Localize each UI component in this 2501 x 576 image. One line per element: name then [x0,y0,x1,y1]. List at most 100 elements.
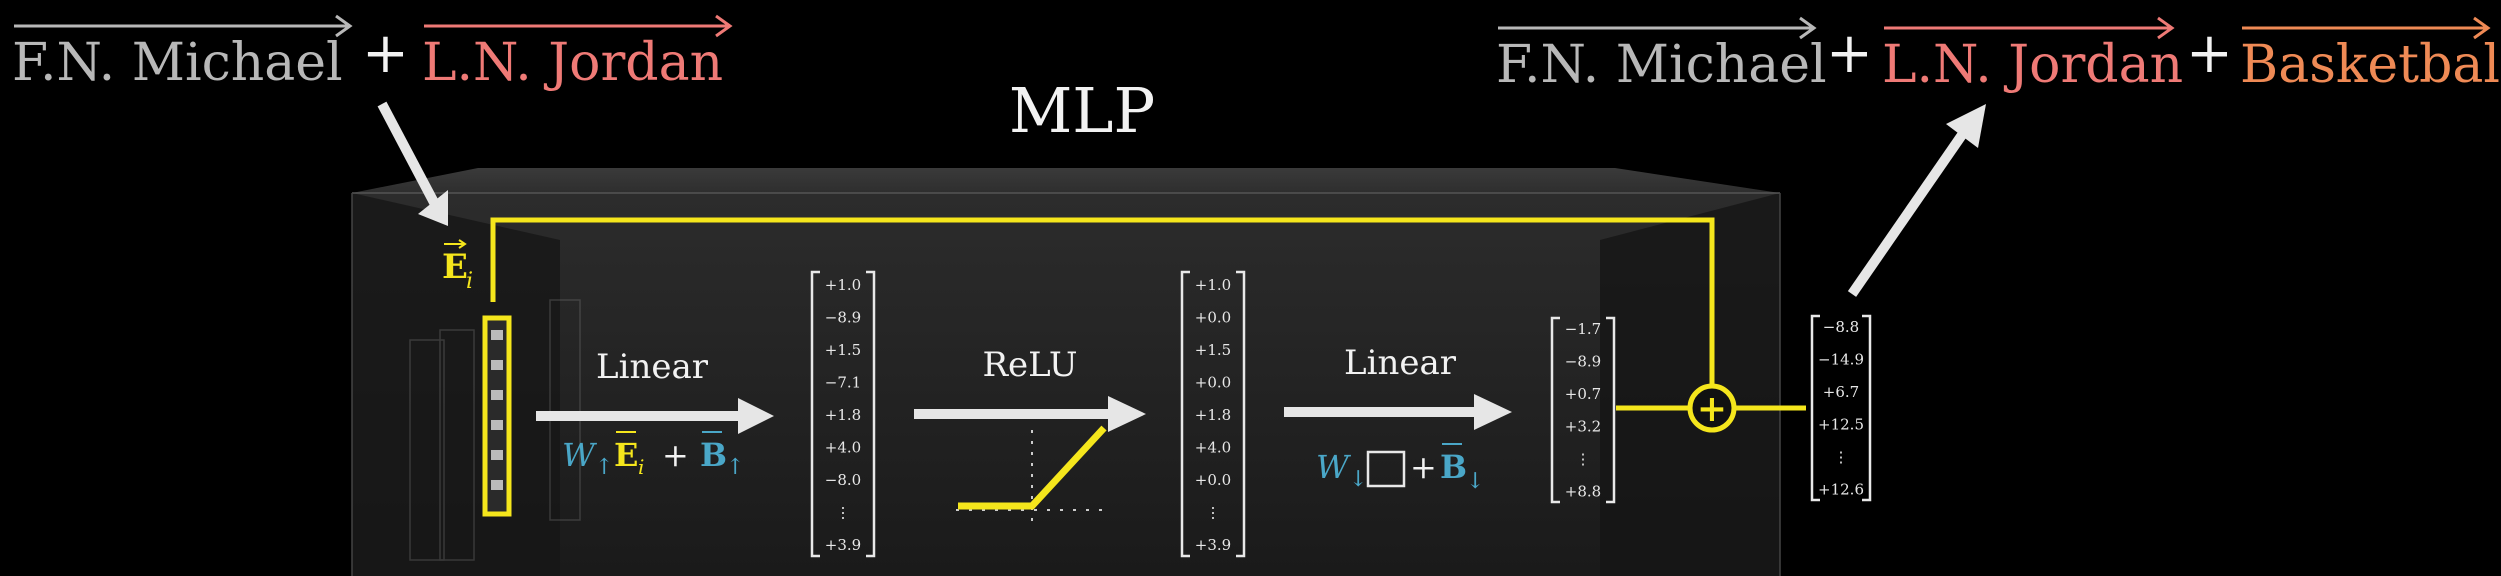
input-column-cell [491,420,503,430]
relu-curve [958,425,1107,510]
output-plus-1: + [1826,21,1873,86]
linear-up-title: Linear [596,347,709,387]
vector-entry: +1.0 [1195,276,1231,294]
input-column [482,315,512,517]
bracket-right [1236,270,1246,558]
vector-entry: ⋮ [836,504,851,522]
vector-entry: +4.0 [825,439,861,457]
vector-entry: +0.0 [1195,309,1231,327]
output-arrow [1847,129,1969,297]
residual-connection [490,217,1715,384]
linear-down-title: Linear [1344,343,1457,383]
linear-up-plus: + [662,436,689,474]
vector-after-linear-down: −1.7 −8.9 +0.7 +3.2 ⋮ +8.8 [1550,316,1616,504]
token-matrix-left-2 [439,329,475,561]
vector-entry: +1.5 [825,341,861,359]
bias-down-symbol: B [1440,448,1467,486]
input-term-last-name: L.N. Jordan [422,33,723,93]
weight-down-subscript: ↓ [1349,467,1367,492]
bracket-right [1606,316,1616,504]
vector-entry: −8.0 [825,471,861,489]
vector-entry: +1.0 [825,276,861,294]
vector-entry: +1.5 [1195,341,1231,359]
input-embedding-label: E i [442,239,473,294]
embedding-symbol: E [442,247,468,287]
token-matrix-right [549,299,581,521]
input-column-cell [491,390,503,400]
vector-entry: −14.9 [1818,351,1864,369]
vector-entry: +12.6 [1818,481,1864,499]
output-vector: −8.8 −14.9 +6.7 +12.5 ⋮ +12.6 [1810,314,1872,502]
input-plus: + [362,21,409,86]
weight-up-symbol: W [562,436,598,474]
input-expression: F.N. Michael + L.N. Jordan [12,14,733,93]
vector-arrow-head [2473,16,2491,40]
vector-entry: +8.8 [1565,483,1601,501]
output-arrow-head [1946,104,1986,148]
output-plus-2: + [2186,21,2233,86]
input-arrow [377,101,443,213]
output-expression: F.N. Michael + L.N. Jordan + Basketball [1496,16,2501,95]
vector-entry: −8.9 [1565,353,1601,371]
output-term-first-name: F.N. Michael [1496,35,1827,95]
relu-arrow-head [1108,396,1146,432]
bias-up-subscript: ↑ [726,455,744,480]
input-column-cell [491,450,503,460]
stage-linear-down: Linear W ↓ + B ↓ [1284,343,1512,494]
bracket-right [1862,314,1872,502]
linear-down-arrow-head [1474,394,1512,430]
vector-entry: +0.7 [1565,385,1601,403]
vector-entry: +3.9 [825,536,861,554]
input-column-frame [482,315,512,517]
vector-entry: +12.5 [1818,416,1864,434]
input-term-first-name: F.N. Michael [12,33,343,93]
vector-entry: ⋮ [1834,448,1849,466]
weight-down-symbol: W [1316,448,1352,486]
token-matrices [409,299,581,561]
input-column-cell [491,360,503,370]
bracket-right [866,270,876,558]
vector-entry: +0.0 [1195,471,1231,489]
vector-after-linear-up: +1.0 −8.9 +1.5 −7.1 +1.8 +4.0 −8.0 ⋮ +3.9 [810,270,876,558]
bracket-left [1810,314,1820,502]
vector-entry: +6.7 [1823,383,1859,401]
token-matrix-left [409,339,445,561]
bias-down-subscript: ↓ [1466,469,1484,494]
vector-arrow-head [2157,16,2175,40]
vector-arrow-head [335,14,353,38]
sum-symbol: + [1697,388,1727,430]
box-front-face [352,193,1780,576]
bracket-left [1180,270,1190,558]
weight-up-subscript: ↑ [595,455,613,480]
bracket-left [1550,316,1560,504]
vector-entry: +1.8 [1195,406,1231,424]
vector-arrow-head [458,239,467,249]
output-term-basketball: Basketball [2240,35,2501,95]
linear-down-plus: + [1410,448,1437,486]
placeholder-box [1366,450,1406,488]
vector-entry: +3.9 [1195,536,1231,554]
vector-entry: +4.0 [1195,439,1231,457]
relu-title: ReLU [982,345,1077,385]
stage-linear-up: Linear W ↑ E i + B ↑ [536,347,774,480]
output-term-last-name: L.N. Jordan [1882,35,2183,95]
vector-entry: ⋮ [1576,450,1591,468]
vector-after-relu: +1.0 +0.0 +1.5 +0.0 +1.8 +4.0 +0.0 ⋮ +3.9 [1180,270,1246,558]
embedding-up-symbol: E [614,436,638,474]
input-column-cell [491,330,503,340]
vector-entry: −8.8 [1823,318,1859,336]
input-column-cell [491,480,503,490]
stage-relu: ReLU [914,345,1146,526]
vector-entry: ⋮ [1206,504,1221,522]
input-arrow-head [418,190,448,226]
embedding-up-subscript: i [638,455,644,479]
embedding-subscript: i [466,269,473,294]
vector-entry: +0.0 [1195,374,1231,392]
sum-node [1687,383,1737,433]
vector-entry: +1.8 [825,406,861,424]
vector-arrow-head [715,14,733,38]
vector-arrow-head [1799,16,1817,40]
mlp-title: MLP [1009,74,1155,147]
vector-entry: +3.2 [1565,418,1601,436]
